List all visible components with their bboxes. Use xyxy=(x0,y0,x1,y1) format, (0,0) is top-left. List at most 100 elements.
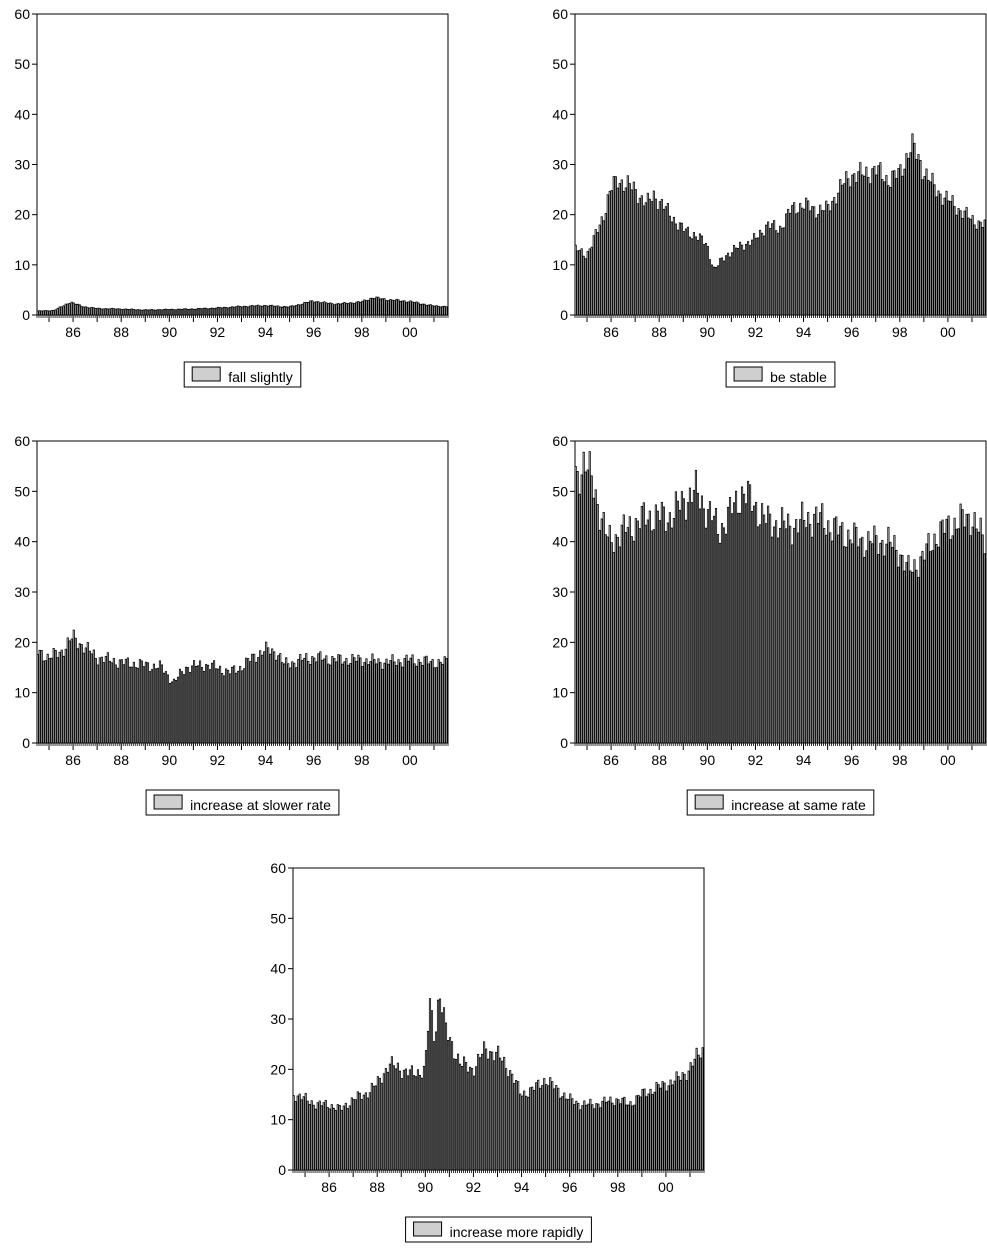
bar xyxy=(679,1079,682,1171)
bar xyxy=(734,247,738,316)
x-tick-label: 00 xyxy=(658,1179,674,1195)
bar xyxy=(659,1087,662,1171)
bar xyxy=(425,304,428,316)
bar xyxy=(307,660,310,744)
bar xyxy=(70,301,73,316)
bar xyxy=(971,215,974,316)
bar xyxy=(684,519,687,744)
bar xyxy=(128,308,131,316)
bar xyxy=(799,203,802,316)
bar xyxy=(64,648,67,744)
bar xyxy=(180,308,184,316)
bar xyxy=(676,229,679,316)
x-tick-label: 96 xyxy=(844,324,860,340)
bar xyxy=(333,658,336,744)
bar xyxy=(722,260,726,316)
bar xyxy=(130,666,133,744)
bar xyxy=(775,520,778,744)
bar xyxy=(833,197,836,316)
bar xyxy=(767,221,770,316)
x-tick-label: 96 xyxy=(844,752,860,768)
bar xyxy=(969,218,972,316)
bar xyxy=(929,551,932,744)
bar xyxy=(763,514,766,744)
bar xyxy=(353,303,356,316)
x-tick-label: 98 xyxy=(610,1179,626,1195)
bar xyxy=(461,1065,464,1171)
bar xyxy=(734,490,738,744)
bar xyxy=(895,178,898,316)
bar xyxy=(636,520,639,744)
x-tick-label: 98 xyxy=(354,324,370,340)
bar xyxy=(638,528,641,744)
bar xyxy=(825,534,828,744)
bar xyxy=(753,233,756,316)
bar xyxy=(443,656,446,744)
bar xyxy=(632,181,635,316)
bar xyxy=(644,202,647,316)
bar xyxy=(947,515,950,744)
bar xyxy=(689,1062,692,1171)
bar xyxy=(837,534,840,744)
bar xyxy=(597,1103,600,1171)
x-tick-label: 94 xyxy=(796,752,812,768)
bar xyxy=(415,665,418,744)
bar xyxy=(797,212,800,316)
bar xyxy=(551,1081,554,1171)
bar xyxy=(577,1102,580,1171)
bar xyxy=(404,1068,407,1171)
bar xyxy=(594,489,597,744)
bar xyxy=(839,179,842,316)
bar xyxy=(140,309,143,316)
bar xyxy=(959,503,962,744)
bar xyxy=(578,249,581,316)
bar xyxy=(493,1060,496,1171)
y-tick-label: 0 xyxy=(22,735,30,751)
y-tick-label: 40 xyxy=(552,106,568,122)
bar xyxy=(640,505,643,744)
x-tick-label: 88 xyxy=(369,1179,385,1195)
bar xyxy=(581,1105,584,1171)
bar xyxy=(654,198,657,316)
bar xyxy=(608,524,611,744)
bar xyxy=(923,559,926,744)
legend-label: increase more rapidly xyxy=(450,1224,584,1240)
bar xyxy=(64,303,67,316)
bar xyxy=(674,491,677,744)
bar xyxy=(391,654,394,744)
bar xyxy=(275,305,278,316)
bar xyxy=(387,300,390,316)
bar xyxy=(899,164,902,316)
bar xyxy=(887,185,890,316)
bar xyxy=(708,259,712,316)
y-tick-label: 10 xyxy=(14,257,30,273)
bar xyxy=(626,527,629,744)
bar xyxy=(156,309,159,316)
bar xyxy=(893,170,896,316)
bar xyxy=(610,190,613,316)
bar xyxy=(427,304,430,316)
bar xyxy=(668,215,671,316)
bar xyxy=(395,298,398,316)
bar xyxy=(184,666,188,744)
bar xyxy=(791,544,794,744)
bar xyxy=(96,307,99,316)
bar xyxy=(48,310,51,316)
bar xyxy=(104,656,107,744)
bar xyxy=(377,296,380,316)
bar xyxy=(601,1100,604,1171)
bar xyxy=(249,305,252,316)
bar xyxy=(341,302,344,316)
bar xyxy=(341,663,344,744)
bar xyxy=(80,644,83,744)
bar xyxy=(642,502,645,744)
bar xyxy=(837,192,840,316)
bar xyxy=(291,305,294,316)
bar xyxy=(202,671,206,744)
bar xyxy=(247,306,250,316)
bar xyxy=(829,210,832,316)
bar xyxy=(309,664,312,744)
bar xyxy=(704,527,708,744)
bar xyxy=(225,668,228,744)
bar xyxy=(389,298,392,316)
